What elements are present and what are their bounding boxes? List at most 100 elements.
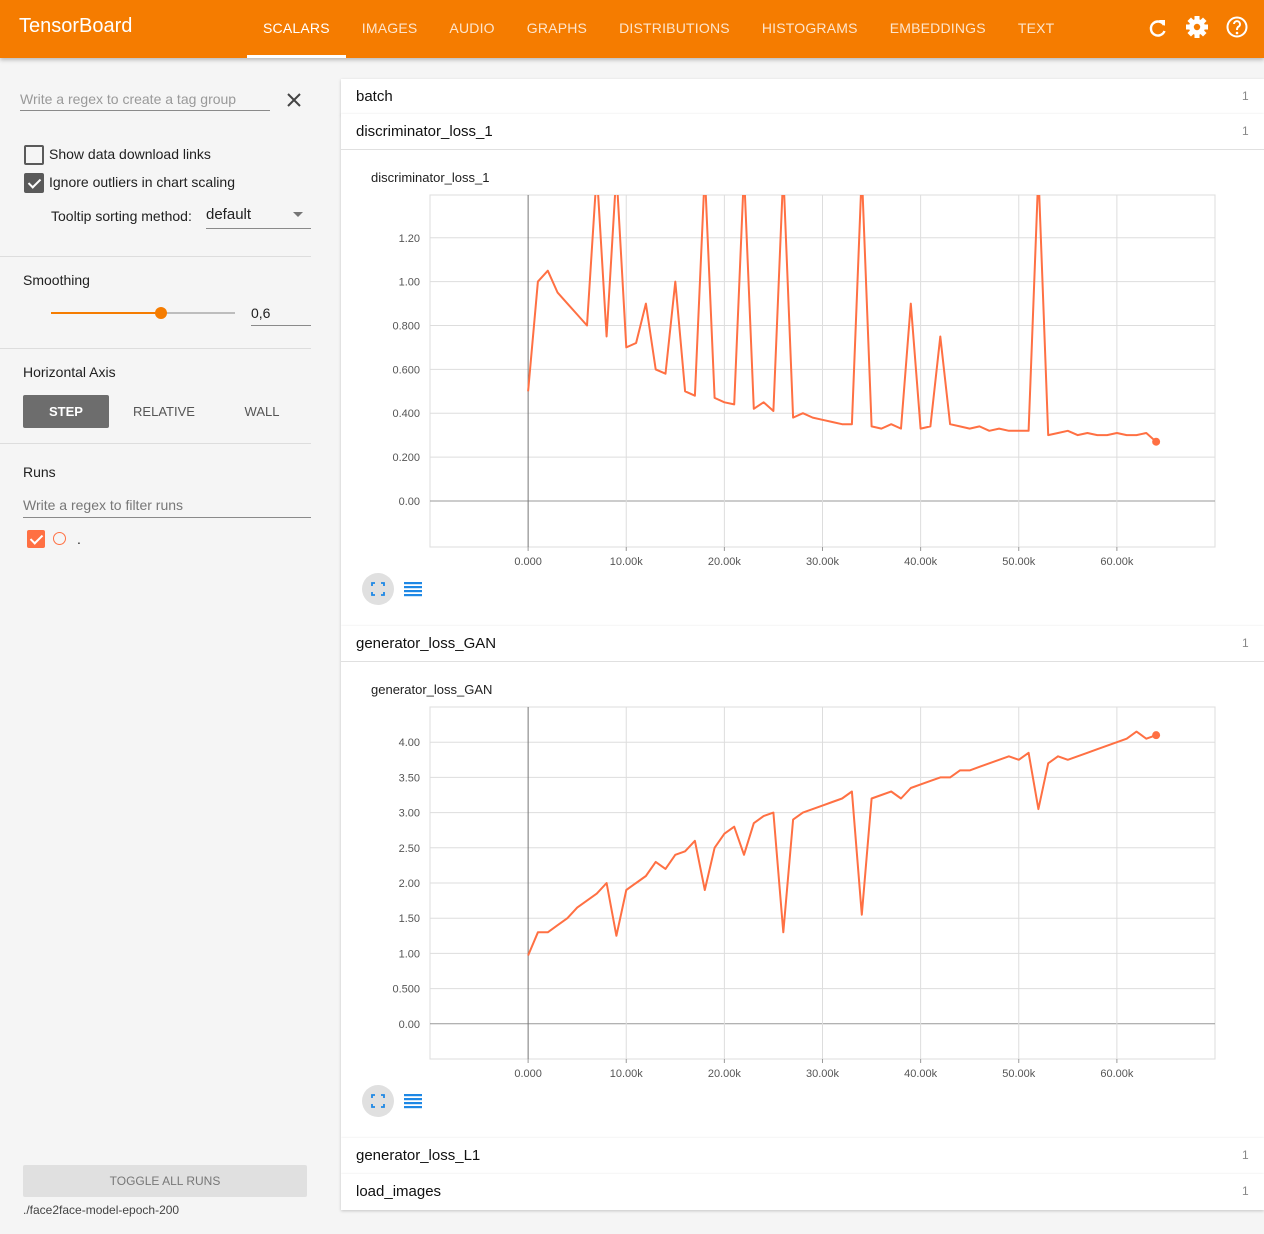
tab[interactable]: EMBEDDINGS — [889, 20, 986, 36]
tab[interactable]: GRAPHS — [526, 20, 588, 36]
x-tick-label: 10.00k — [610, 556, 644, 568]
list-bar — [404, 594, 422, 597]
y-tick-label: 3.00 — [399, 808, 420, 820]
x-tick-label: 30.00k — [806, 1068, 840, 1080]
horizontal-axis-label: Horizontal Axis — [23, 364, 116, 380]
smoothing-slider[interactable] — [45, 303, 241, 323]
x-tick-label: 60.00k — [1100, 556, 1134, 568]
x-tick-label: 50.00k — [1002, 556, 1036, 568]
last-point — [1152, 731, 1161, 740]
input-underline — [20, 110, 270, 111]
x-tick-label: 10.00k — [610, 1068, 644, 1080]
chart: discriminator_loss_1 0.00 0.200 0.400 0.600 0… — [362, 170, 1216, 605]
axis-button[interactable]: RELATIVE — [133, 404, 195, 419]
y-tick-label: 3.50 — [399, 772, 420, 784]
checkbox[interactable] — [24, 173, 44, 193]
app-title: TensorBoard — [19, 15, 133, 37]
logdir: ./face2face-model-epoch-200 — [23, 1203, 180, 1217]
run-checkbox[interactable] — [27, 530, 45, 548]
y-tick-label: 1.50 — [399, 913, 420, 925]
section-name[interactable]: generator_loss_L1 — [356, 1147, 481, 1164]
help-icon[interactable] — [1226, 16, 1248, 38]
runs-filter-input[interactable]: Write a regex to filter runs — [23, 497, 184, 513]
x-tick-label: 30.00k — [806, 556, 840, 568]
section-card: batch 1 — [341, 79, 1264, 115]
x-tick-label: 0.000 — [514, 1068, 542, 1080]
section-divider — [341, 149, 1264, 150]
y-tick-label: 0.00 — [399, 1019, 420, 1031]
y-tick-label: 2.50 — [399, 843, 420, 855]
dropdown-arrow — [293, 212, 303, 217]
smoothing-value[interactable]: 0,6 — [251, 305, 271, 321]
settings-icon[interactable] — [1186, 16, 1208, 38]
x-tick-label: 50.00k — [1002, 1068, 1036, 1080]
series-line — [527, 195, 1157, 443]
y-tick-label: 0.600 — [392, 364, 420, 376]
smoothing-label: Smoothing — [23, 272, 90, 288]
x-tick-label: 40.00k — [904, 1068, 938, 1080]
y-tick-label: 1.00 — [399, 948, 420, 960]
section-card: generator_loss_GAN 1 generator_loss_GAN 0.0… — [341, 626, 1264, 1138]
section-count: 1 — [1242, 1148, 1249, 1162]
tab-bar: SCALARS IMAGES AUDIO GRAPHS DISTRIBUTIONS HIS… — [247, 0, 1070, 58]
axis-button[interactable]: WALL — [244, 404, 280, 419]
check-mark — [29, 531, 44, 545]
select-underline — [206, 228, 311, 229]
section-card: generator_loss_L1 1 — [341, 1138, 1264, 1174]
y-tick-label: 2.00 — [399, 878, 420, 890]
chart-title: generator_loss_GAN — [371, 682, 492, 697]
tooltip-label: Tooltip sorting method: — [51, 208, 192, 224]
tab[interactable]: SCALARS — [247, 0, 346, 58]
axis-button[interactable]: STEP — [23, 395, 109, 428]
section-name[interactable]: load_images — [356, 1183, 442, 1200]
run-name: . — [77, 531, 81, 547]
data-table-button[interactable] — [404, 582, 422, 597]
divider — [0, 443, 311, 444]
section-count: 1 — [1242, 124, 1249, 138]
list-bar — [404, 590, 422, 593]
chart: generator_loss_GAN 0.00 0.500 1.00 1.50 2.00 2… — [362, 682, 1216, 1117]
toggle-all-button[interactable]: TOGGLE ALL RUNS — [23, 1165, 307, 1197]
button-bg — [362, 573, 394, 605]
y-tick-label: 1.20 — [399, 233, 420, 245]
last-point — [1152, 437, 1161, 446]
run-color-circle — [53, 532, 66, 545]
section-count: 1 — [1242, 89, 1249, 103]
tab[interactable]: HISTOGRAMS — [761, 20, 858, 36]
tab[interactable]: AUDIO — [449, 20, 495, 36]
checkbox[interactable] — [24, 145, 44, 165]
x-tick-label: 20.00k — [708, 556, 742, 568]
fullscreen-button[interactable] — [362, 1085, 394, 1117]
clear-icon[interactable] — [286, 92, 302, 108]
tab[interactable]: IMAGES — [361, 20, 418, 36]
chart-title: discriminator_loss_1 — [371, 170, 490, 185]
divider — [0, 348, 311, 349]
tab[interactable]: DISTRIBUTIONS — [619, 20, 730, 36]
section-name[interactable]: batch — [356, 88, 393, 105]
list-bar — [404, 1098, 422, 1101]
tab[interactable]: TEXT — [1017, 20, 1055, 36]
refresh-icon[interactable] — [1149, 20, 1166, 37]
list-bar — [404, 582, 422, 585]
series-line — [527, 730, 1157, 956]
fullscreen-button[interactable] — [362, 573, 394, 605]
section-count: 1 — [1242, 1184, 1249, 1198]
list-bar — [404, 1106, 422, 1109]
tooltip-select[interactable]: default — [206, 206, 252, 223]
checkbox-label: Show data download links — [49, 146, 211, 162]
data-table-button[interactable] — [404, 1094, 422, 1109]
value-underline — [251, 325, 311, 326]
section-name[interactable]: discriminator_loss_1 — [356, 123, 493, 140]
list-bar — [404, 1102, 422, 1105]
expand-icon — [371, 1094, 385, 1108]
section-name[interactable]: generator_loss_GAN — [356, 635, 497, 652]
divider — [0, 256, 311, 257]
section-divider — [341, 661, 1264, 662]
tag-filter-input[interactable]: Write a regex to create a tag group — [20, 91, 237, 107]
y-tick-label: 0.800 — [392, 320, 420, 332]
section-card: discriminator_loss_1 1 discriminator_loss_… — [341, 114, 1264, 626]
list-bar — [404, 586, 422, 589]
top-bar: TensorBoard SCALARS IMAGES AUDIO GRAPHS DIST… — [0, 0, 1264, 58]
button-bg — [362, 1085, 394, 1117]
